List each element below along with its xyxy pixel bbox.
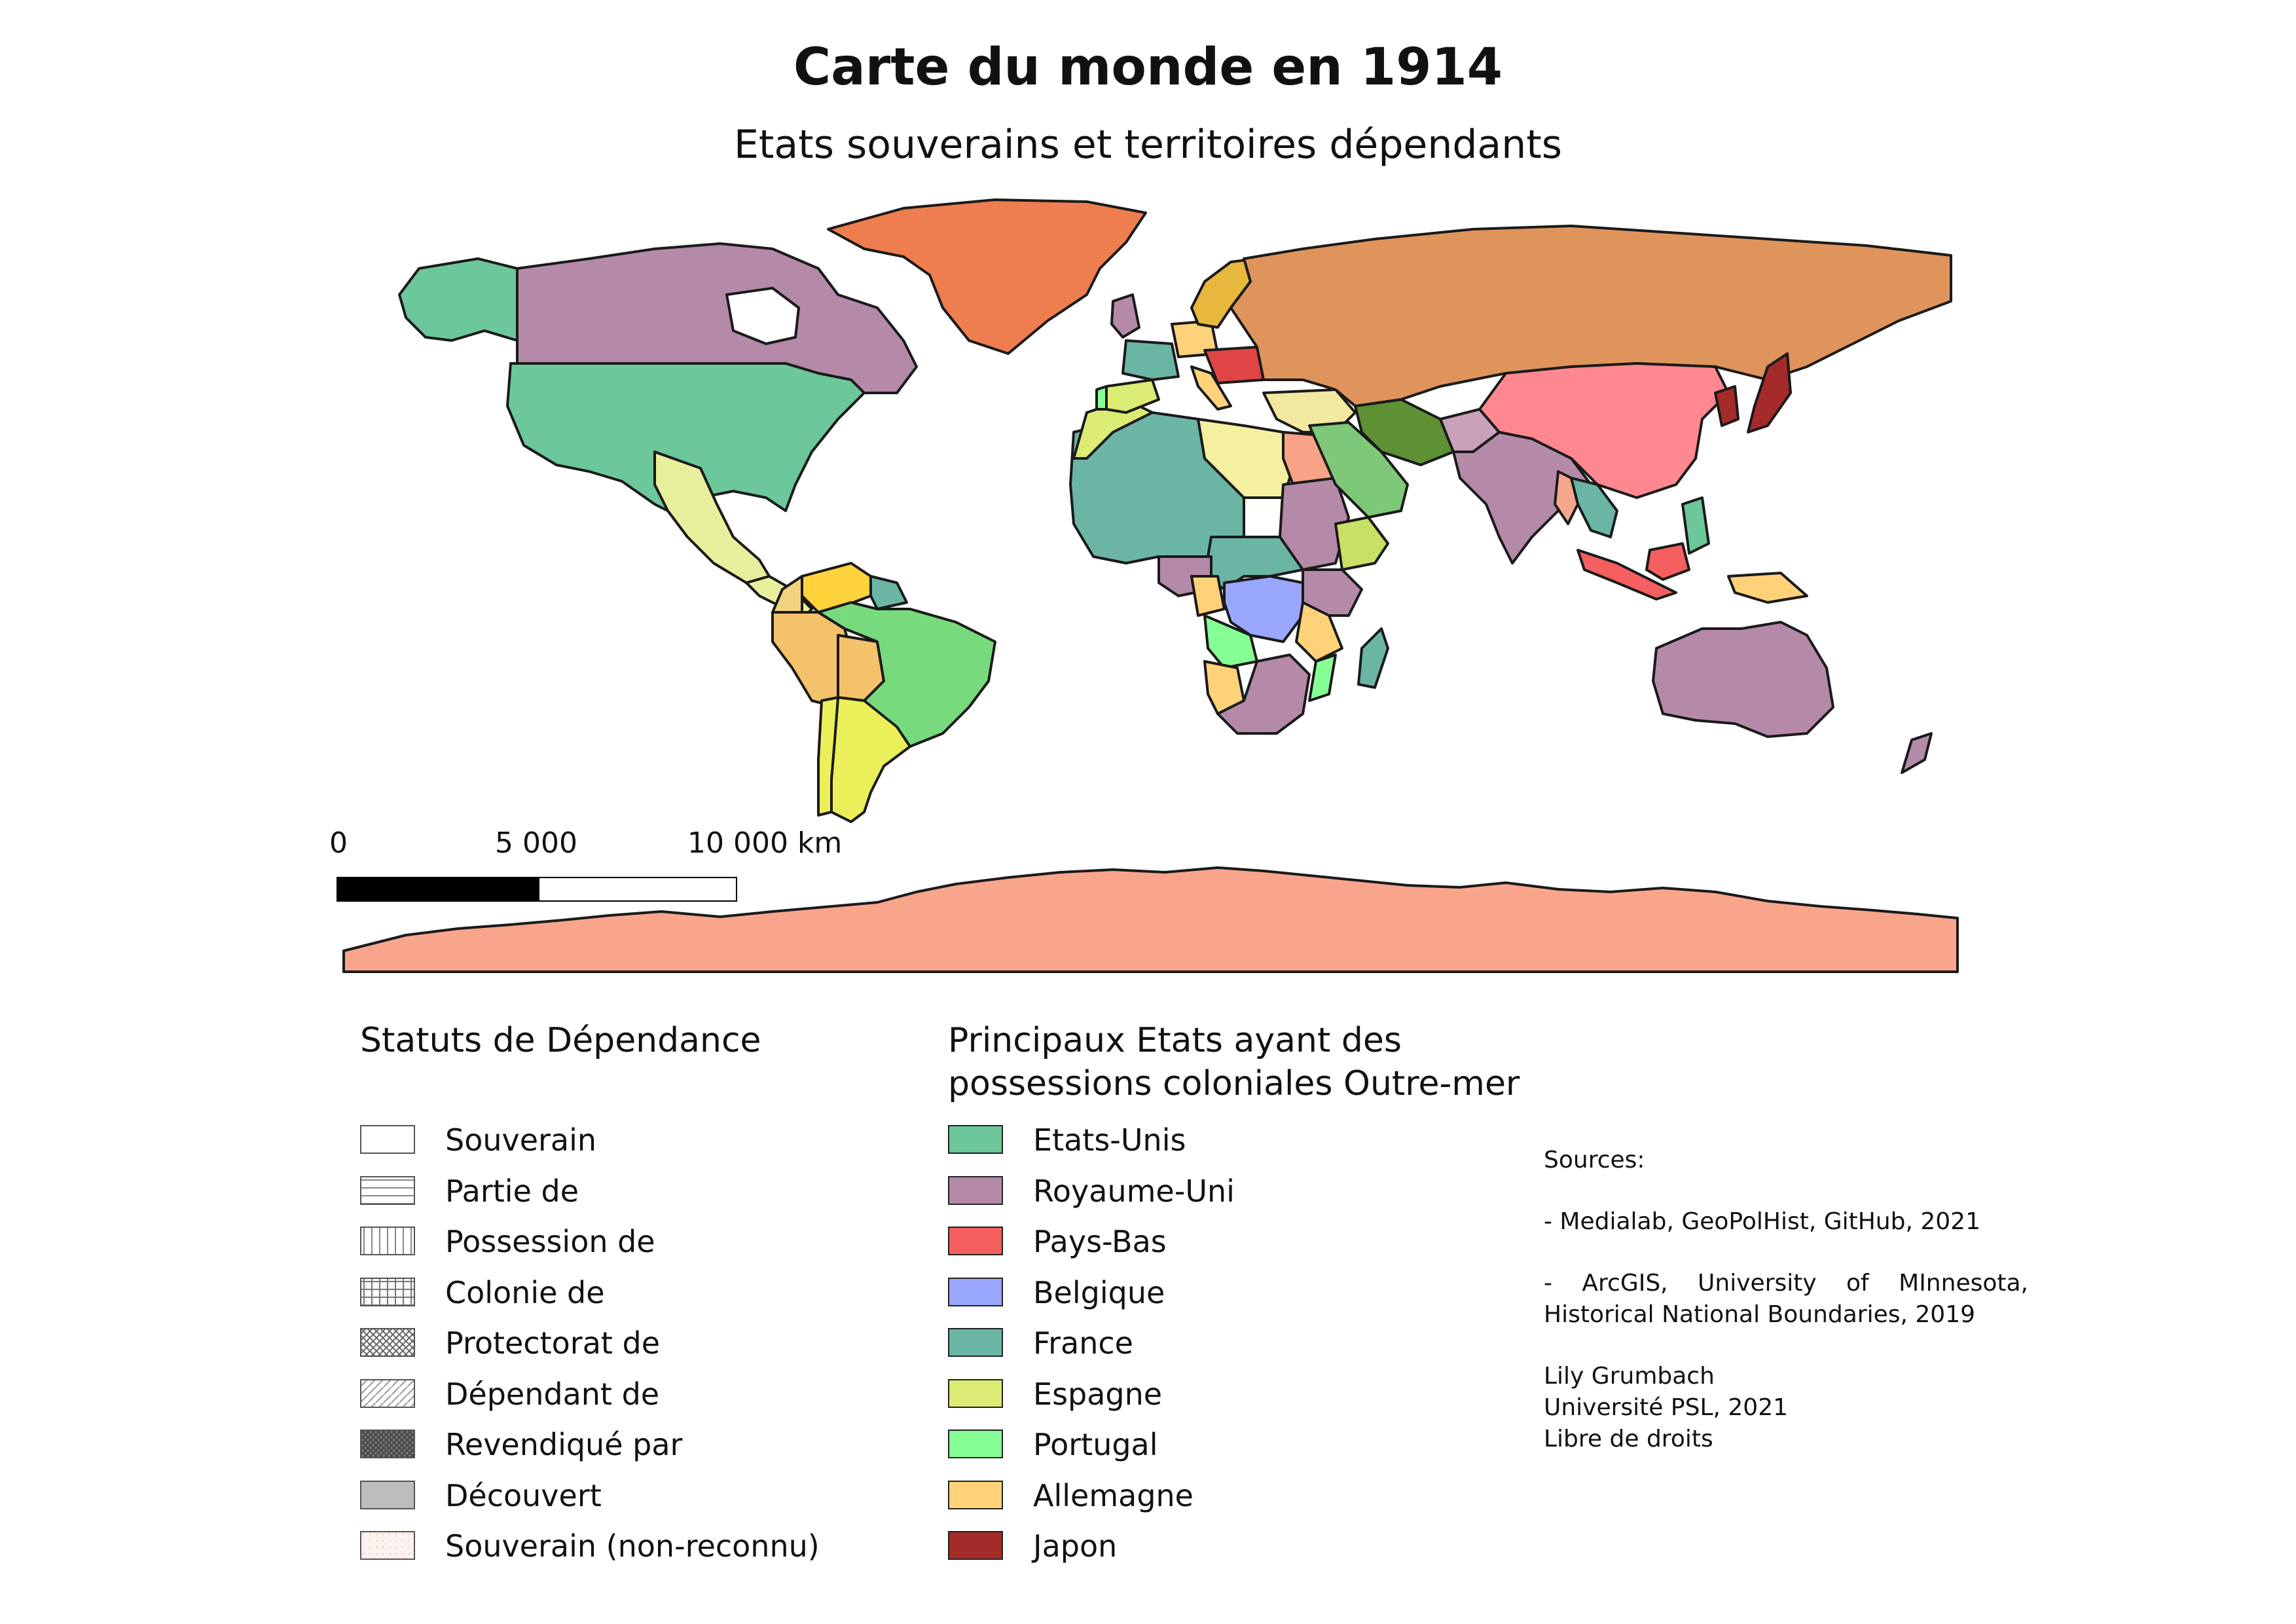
ethiopia-region	[1334, 516, 1389, 571]
power-legend-label: France	[1033, 1325, 1133, 1361]
map-subtitle: Etats souverains et territoires dépendan…	[733, 122, 1563, 168]
license-text: Libre de droits	[1544, 1426, 1713, 1452]
power-legend-label: Pays-Bas	[1033, 1224, 1167, 1259]
status-legend-label: Souverain (non-reconnu)	[445, 1528, 820, 1564]
greenland-region	[827, 198, 1147, 355]
status-swatch	[360, 1227, 415, 1255]
japan-region	[1747, 352, 1792, 434]
portugal-region	[1095, 385, 1108, 411]
siam-region	[1554, 470, 1579, 525]
color-swatch	[948, 1277, 1003, 1306]
france-region	[1121, 339, 1180, 381]
new-guinea-region	[1727, 572, 1808, 604]
color-swatch	[948, 1328, 1003, 1357]
angola-region	[1203, 614, 1258, 669]
source-medialab: - Medialab, GeoPolHist, GitHub, 2021	[1544, 1208, 1980, 1235]
legend-status-title: Statuts de Dépendance	[360, 1021, 761, 1060]
borneo-region	[1645, 542, 1690, 581]
status-legend-label: Partie de	[445, 1173, 579, 1209]
scale-label-10000: 10 000 km	[687, 826, 843, 860]
status-swatch	[360, 1328, 415, 1357]
status-swatch	[360, 1277, 415, 1306]
uk-region	[1110, 293, 1140, 339]
power-legend-label: Belgique	[1033, 1274, 1165, 1310]
status-legend-label: Colonie de	[445, 1274, 605, 1310]
legend-powers-title: Principaux Etats ayant des possessions c…	[948, 1019, 1520, 1105]
power-legend-label: Portugal	[1033, 1427, 1158, 1462]
status-swatch	[360, 1480, 415, 1509]
italy-region	[1190, 365, 1232, 411]
author-name: Lily Grumbach	[1544, 1363, 1715, 1390]
power-legend-label: Allemagne	[1033, 1477, 1194, 1513]
power-legend-label: Etats-Unis	[1033, 1122, 1186, 1158]
status-swatch	[360, 1378, 415, 1408]
status-legend-label: Protectorat de	[445, 1325, 661, 1361]
spain-region	[1105, 378, 1160, 414]
persia-region	[1354, 398, 1455, 466]
legend-powers-title-line1: Principaux Etats ayant des	[948, 1021, 1402, 1060]
color-swatch	[948, 1227, 1003, 1255]
color-swatch	[948, 1480, 1003, 1509]
guiana-region	[869, 575, 908, 610]
russian-empire-region	[1230, 225, 1952, 407]
status-legend-label: Possession de	[445, 1224, 655, 1259]
australia-region	[1652, 621, 1834, 738]
belgian-congo-region	[1223, 575, 1304, 643]
scale-label-5000: 5 000	[495, 826, 577, 860]
south-africa-region	[1216, 654, 1311, 735]
status-legend-label: Revendiqué par	[445, 1427, 683, 1462]
usa-region	[506, 362, 866, 519]
sources-block: Sources: - Medialab, GeoPolHist, GitHub,…	[1544, 1145, 2028, 1455]
antarctica-region	[342, 866, 1959, 973]
scale-label-0: 0	[329, 826, 348, 860]
color-swatch	[948, 1125, 1003, 1154]
power-legend-label: Espagne	[1033, 1376, 1163, 1412]
new-zealand-region	[1901, 732, 1933, 774]
color-swatch	[948, 1175, 1003, 1205]
scale-bar	[337, 877, 737, 902]
source-arcgis-line2: Historical National Boundaries, 2019	[1544, 1301, 1976, 1328]
status-swatch	[360, 1175, 415, 1205]
color-swatch	[948, 1531, 1003, 1560]
madagascar-region	[1357, 627, 1389, 689]
venezuela-region	[801, 562, 872, 614]
arabia-region	[1308, 421, 1409, 519]
source-arcgis-line1: - ArcGIS, University of MInnesota,	[1544, 1270, 2028, 1297]
philippines-region	[1681, 496, 1710, 555]
german-east-africa-region	[1295, 601, 1343, 663]
status-legend-label: Découvert	[445, 1477, 602, 1513]
color-swatch	[948, 1430, 1003, 1458]
author-institution: Université PSL, 2021	[1544, 1394, 1789, 1421]
chile-region	[817, 696, 839, 817]
china-region	[1478, 362, 1730, 499]
power-legend-label: Japon	[1033, 1528, 1118, 1564]
power-legend-label: Royaume-Uni	[1033, 1173, 1235, 1209]
map-title: Carte du monde en 1914	[793, 38, 1503, 97]
status-swatch	[360, 1531, 415, 1560]
korea-region	[1714, 385, 1740, 427]
cameroon-region	[1190, 575, 1226, 617]
legend-powers-title-line2: possessions coloniales Outre-mer	[948, 1064, 1520, 1103]
status-swatch	[360, 1125, 415, 1154]
status-legend-label: Dépendant de	[445, 1376, 660, 1412]
sources-title: Sources:	[1544, 1147, 1645, 1173]
status-legend-label: Souverain	[445, 1122, 597, 1158]
brazil-region	[817, 601, 996, 748]
status-swatch	[360, 1430, 415, 1458]
color-swatch	[948, 1378, 1003, 1408]
alaska-region	[398, 257, 519, 342]
mozambique-region	[1308, 654, 1337, 702]
dutch-east-indies-region	[1576, 549, 1677, 600]
